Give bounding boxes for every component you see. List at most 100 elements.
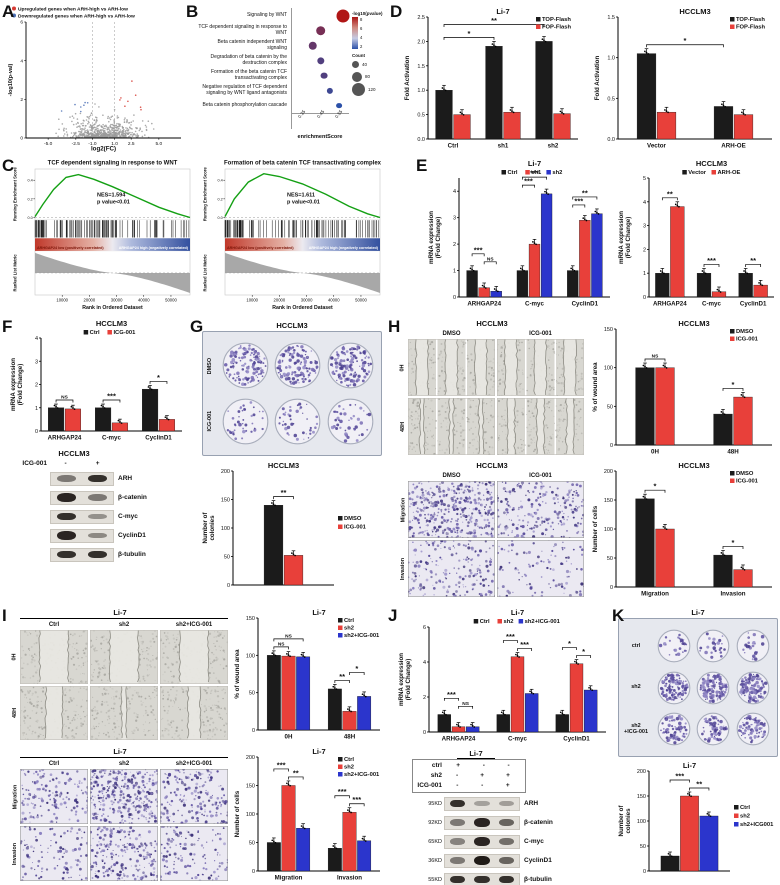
- panel-f-western-blot: HCCLM3 ICG-001- + ARH β-catenin C-myc CyclinD1…: [14, 448, 184, 598]
- svg-text:0.5: 0.5: [607, 96, 615, 102]
- svg-text:*: *: [468, 29, 471, 38]
- svg-text:100: 100: [604, 366, 613, 372]
- svg-text:(Fold Change): (Fold Change): [625, 217, 632, 259]
- panel-h-transwell-images: HCCLM3 DMSO ICG-001 Migration Invasion: [398, 460, 586, 600]
- svg-text:-1.0: -1.0: [88, 141, 97, 147]
- svg-text:HCCLM3: HCCLM3: [96, 319, 127, 328]
- enrichment-dot: [336, 102, 343, 109]
- image-row: Invasion: [398, 540, 586, 597]
- svg-text:-5.0: -5.0: [44, 141, 53, 147]
- pathway-row: Signaling by WNT: [197, 8, 350, 23]
- svg-text:1: 1: [453, 269, 456, 275]
- svg-text:ARHGAP24: ARHGAP24: [653, 301, 687, 308]
- svg-text:1.5: 1.5: [607, 15, 615, 21]
- header-line: [20, 757, 228, 758]
- svg-text:0: 0: [227, 583, 230, 589]
- svg-text:***: ***: [530, 169, 539, 178]
- panel-c-gsea-plot-1: TCF dependent signaling in response to W…: [10, 157, 194, 311]
- pathway-label: TCF dependent signaling in response to W…: [198, 24, 287, 36]
- row-label: 48H: [400, 421, 406, 432]
- svg-text:4: 4: [643, 200, 646, 206]
- svg-text:***: ***: [107, 392, 116, 401]
- plate-title: HCCLM3: [276, 321, 308, 330]
- svg-text:0.0: 0.0: [218, 216, 223, 220]
- transwell-image: [20, 769, 88, 824]
- blot-band-row: ARH: [14, 471, 184, 486]
- panel-d-hcclm3-bar-chart: HCCLM3 0.0 0.5 1.0 1.5 Fold Activation Vector A…: [592, 6, 776, 152]
- svg-text:Li-7: Li-7: [528, 159, 541, 168]
- blot-band-row: 36KD CyclinD1: [412, 853, 602, 868]
- panel-h-cells-chart: HCCLM3 0 50 100 150 200 Number of cells Migrati…: [590, 460, 776, 600]
- svg-text:C-myc: C-myc: [102, 435, 121, 442]
- row-label: 0H: [12, 653, 18, 661]
- svg-text:2.0: 2.0: [417, 39, 425, 45]
- svg-text:10000: 10000: [246, 298, 258, 303]
- count-legend-item: 80: [352, 71, 387, 82]
- panel-k-colony-chart: Li-7 0 50 100 150 200 Number of colonies *** ** Ct…: [616, 760, 778, 884]
- svg-text:sh2: sh2: [552, 170, 562, 176]
- svg-text:TOP-Flash: TOP-Flash: [736, 17, 765, 23]
- svg-text:2: 2: [20, 97, 23, 103]
- blot-title: HCCLM3: [58, 449, 90, 458]
- svg-text:Rank in Ordered Dataset: Rank in Ordered Dataset: [272, 305, 333, 311]
- pathway-label: Degradation of beta catenin by the destr…: [210, 54, 287, 66]
- svg-text:1.5: 1.5: [417, 64, 425, 70]
- svg-text:Ctrl: Ctrl: [90, 330, 100, 336]
- svg-text:200: 200: [221, 469, 230, 475]
- plate-title: Li-7: [691, 608, 705, 617]
- wound-image: [90, 686, 158, 740]
- svg-text:% of wound area: % of wound area: [592, 362, 599, 412]
- svg-text:20000: 20000: [84, 298, 96, 303]
- svg-text:NS: NS: [487, 256, 494, 262]
- svg-text:30000: 30000: [111, 298, 123, 303]
- svg-text:**: **: [667, 189, 673, 198]
- row-label: 0H: [400, 363, 406, 372]
- svg-text:Fold Activation: Fold Activation: [404, 56, 411, 101]
- svg-text:-log10(p-val): -log10(p-val): [8, 63, 14, 96]
- panel-e-li7-bar-chart: Li-7 0 1 2 3 4 mRNA expression (Fold Change) ARH…: [426, 158, 614, 310]
- svg-text:DMSO: DMSO: [344, 516, 362, 522]
- svg-text:*: *: [732, 538, 735, 547]
- enrichment-dot: [308, 41, 318, 50]
- wound-image: [408, 398, 495, 455]
- plate-row: sh2: [621, 671, 775, 705]
- svg-text:*: *: [732, 380, 735, 389]
- wound-image: [408, 339, 495, 396]
- panel-label-b: B: [186, 2, 199, 21]
- svg-text:Ctrl: Ctrl: [448, 143, 459, 150]
- panel-label-e: E: [416, 156, 428, 175]
- panel-g-colony-chart: HCCLM3 0 50 100 150 200 Number of colonies ** DMS…: [200, 460, 382, 598]
- svg-text:-2.5: -2.5: [72, 141, 81, 147]
- svg-text:Ranked List Metric: Ranked List Metric: [203, 254, 208, 292]
- row-label: 48H: [12, 707, 18, 719]
- svg-text:50000: 50000: [355, 298, 367, 303]
- blot-condition-row: ctrl + - -: [431, 762, 510, 769]
- pathway-row: Negative regulation of TCF dependent sig…: [197, 83, 349, 98]
- svg-text:mRNA expression: mRNA expression: [618, 211, 625, 264]
- plate-row-label: sh2: [631, 684, 641, 691]
- row-label: Migration: [12, 784, 18, 809]
- count-legend-item: 120: [352, 83, 387, 96]
- svg-text:0H: 0H: [651, 449, 659, 456]
- svg-text:0.4: 0.4: [28, 179, 33, 183]
- panel-i-transwell-images: Li-7 Ctrl sh2 sh2+ICG-001 Migration Invasion: [10, 746, 230, 884]
- svg-text:Fold Activation: Fold Activation: [594, 56, 601, 101]
- svg-text:**: **: [582, 188, 588, 197]
- svg-text:ICG-001: ICG-001: [344, 525, 367, 531]
- enrichment-dot: [316, 56, 325, 65]
- svg-text:FOP-Flash: FOP-Flash: [542, 25, 571, 31]
- svg-text:DMSO: DMSO: [736, 329, 754, 335]
- transwell-image: [408, 481, 495, 538]
- svg-text:HCCLM3: HCCLM3: [679, 7, 710, 16]
- column-label: DMSO: [442, 331, 461, 337]
- column-headers: Ctrl sh2 sh2+ICG-001: [10, 620, 230, 630]
- svg-text:ARHGAP24 low (positively corre: ARHGAP24 low (positively correlated): [37, 246, 104, 250]
- svg-text:Vector: Vector: [647, 143, 667, 150]
- header-line: [20, 618, 228, 619]
- svg-text:HCCLM3: HCCLM3: [268, 461, 299, 470]
- panel-label-d: D: [390, 2, 403, 21]
- svg-text:NES=1.611: NES=1.611: [287, 193, 315, 199]
- panel-label-c: C: [2, 156, 15, 175]
- panel-a-volcano-plot: Upregulated genes when ARH-high vs ARH-l…: [6, 4, 184, 152]
- svg-text:CyclinD1: CyclinD1: [740, 301, 767, 308]
